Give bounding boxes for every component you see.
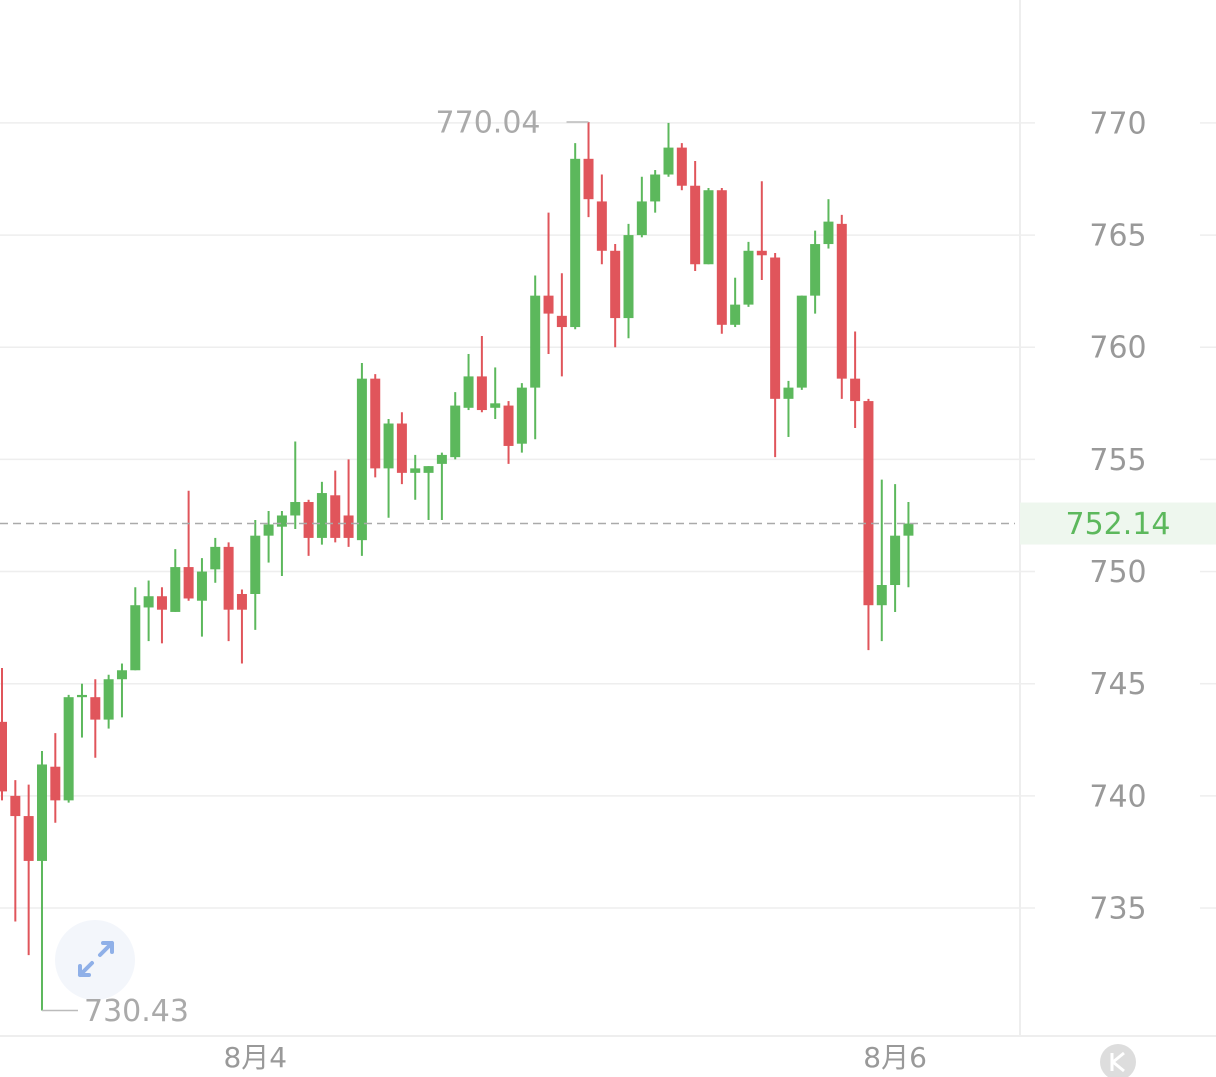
candle-body: [90, 697, 101, 720]
candle-body: [0, 721, 7, 792]
candle-body: [583, 158, 594, 200]
candle-body: [103, 679, 114, 720]
max-label: 770.04: [436, 106, 541, 141]
candle-body: [516, 387, 527, 444]
k-icon: [1110, 1051, 1125, 1073]
candle-body: [236, 593, 247, 610]
candle-body: [490, 403, 501, 408]
candle-body: [63, 697, 74, 801]
candle-body: [876, 585, 887, 606]
candle-body: [463, 376, 474, 408]
k-bg: [1100, 1044, 1136, 1077]
candle-body: [810, 244, 821, 296]
candle-body: [423, 466, 434, 473]
candle-body: [663, 147, 674, 175]
candle-body: [143, 596, 154, 608]
candle-body: [716, 190, 727, 325]
k-button[interactable]: [1100, 1044, 1136, 1077]
candle-body: [303, 502, 314, 538]
candle-body: [370, 378, 381, 469]
expand-bg: [55, 920, 135, 1000]
candle-body: [770, 257, 781, 399]
candle-body: [530, 295, 541, 388]
candle-body: [223, 546, 234, 610]
y-tick-label: 735: [1089, 892, 1146, 927]
candle-body: [316, 493, 327, 538]
candle-body: [503, 405, 514, 446]
candle-body: [543, 295, 554, 314]
candle-body: [783, 387, 794, 399]
candle-body: [36, 764, 47, 861]
candle-body: [863, 401, 874, 606]
y-tick-label: 760: [1089, 331, 1146, 366]
candle-body: [210, 546, 221, 570]
candle-body: [476, 376, 487, 411]
candle-body: [183, 567, 194, 599]
y-tick-label: 755: [1089, 443, 1146, 478]
candle-body: [596, 201, 607, 251]
candle-body: [730, 304, 741, 325]
candle-body: [196, 571, 207, 601]
candle-body: [636, 201, 647, 236]
candle-body: [50, 766, 61, 801]
candle-body: [343, 515, 354, 538]
candle-body: [130, 605, 141, 671]
x-tick-label: 8月6: [863, 1041, 927, 1074]
candle-body: [703, 190, 714, 265]
y-tick-label: 740: [1089, 779, 1146, 814]
candle-body: [76, 694, 87, 698]
y-tick-label: 765: [1089, 219, 1146, 254]
candle-body: [156, 596, 167, 610]
y-tick-label: 745: [1089, 667, 1146, 702]
candle-body: [396, 423, 407, 473]
min-label: 730.43: [84, 994, 189, 1029]
expand-button[interactable]: [55, 920, 135, 1000]
candle-body: [836, 223, 847, 379]
candle-body: [250, 535, 261, 594]
candle-body: [383, 423, 394, 469]
candle-body: [676, 147, 687, 186]
candle-body: [450, 405, 461, 458]
expand-icon: [78, 941, 114, 977]
candle-body: [23, 816, 34, 861]
y-tick-label: 750: [1089, 555, 1146, 590]
candle-body: [650, 174, 661, 202]
candle-body: [290, 502, 301, 516]
candle-body: [623, 235, 634, 319]
candle-body: [570, 158, 581, 328]
candle-body: [276, 515, 287, 527]
candle-body: [356, 378, 367, 541]
candle-body: [610, 250, 621, 319]
candle-body: [823, 221, 834, 245]
candle-body: [170, 567, 181, 612]
candle-body: [743, 250, 754, 305]
candle-body: [903, 523, 914, 536]
last-price-box: [1020, 502, 1216, 545]
candle-body: [556, 315, 567, 328]
candle-body: [796, 295, 807, 388]
candle-body: [890, 535, 901, 586]
y-tick-label: 770: [1089, 106, 1146, 141]
candle-body: [850, 378, 861, 402]
candle-body: [690, 185, 701, 265]
candle-body: [263, 524, 274, 536]
last-price-label: 752.14: [1066, 507, 1171, 542]
candle-body: [756, 250, 767, 256]
candle-body: [10, 795, 21, 817]
candle-body: [436, 454, 447, 464]
candle-body: [410, 468, 421, 473]
x-tick-label: 8月4: [223, 1041, 287, 1074]
candle-body: [330, 495, 341, 538]
candle-body: [116, 670, 127, 680]
